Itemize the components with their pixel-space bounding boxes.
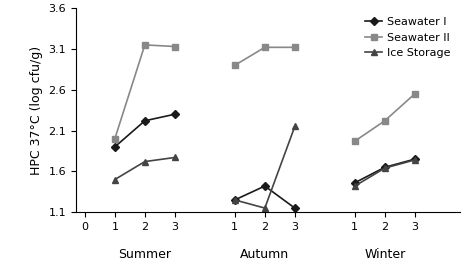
Text: Autumn: Autumn	[240, 248, 289, 261]
Line: Seawater II: Seawater II	[112, 42, 178, 141]
Text: Summer: Summer	[118, 248, 171, 261]
Text: Winter: Winter	[364, 248, 405, 261]
Legend: Seawater I, Seawater II, Ice Storage: Seawater I, Seawater II, Ice Storage	[362, 14, 454, 61]
Seawater II	[112, 137, 118, 140]
Ice Storage	[112, 178, 118, 181]
Seawater I	[112, 145, 118, 149]
Seawater II	[142, 43, 148, 47]
Line: Seawater I: Seawater I	[112, 112, 178, 150]
Seawater I	[142, 119, 148, 122]
Ice Storage	[172, 156, 178, 159]
Seawater I	[172, 113, 178, 116]
Line: Ice Storage: Ice Storage	[111, 154, 178, 183]
Seawater II	[172, 45, 178, 48]
Y-axis label: HPC 37°C (log cfu/g): HPC 37°C (log cfu/g)	[30, 46, 43, 175]
Ice Storage	[142, 160, 148, 163]
